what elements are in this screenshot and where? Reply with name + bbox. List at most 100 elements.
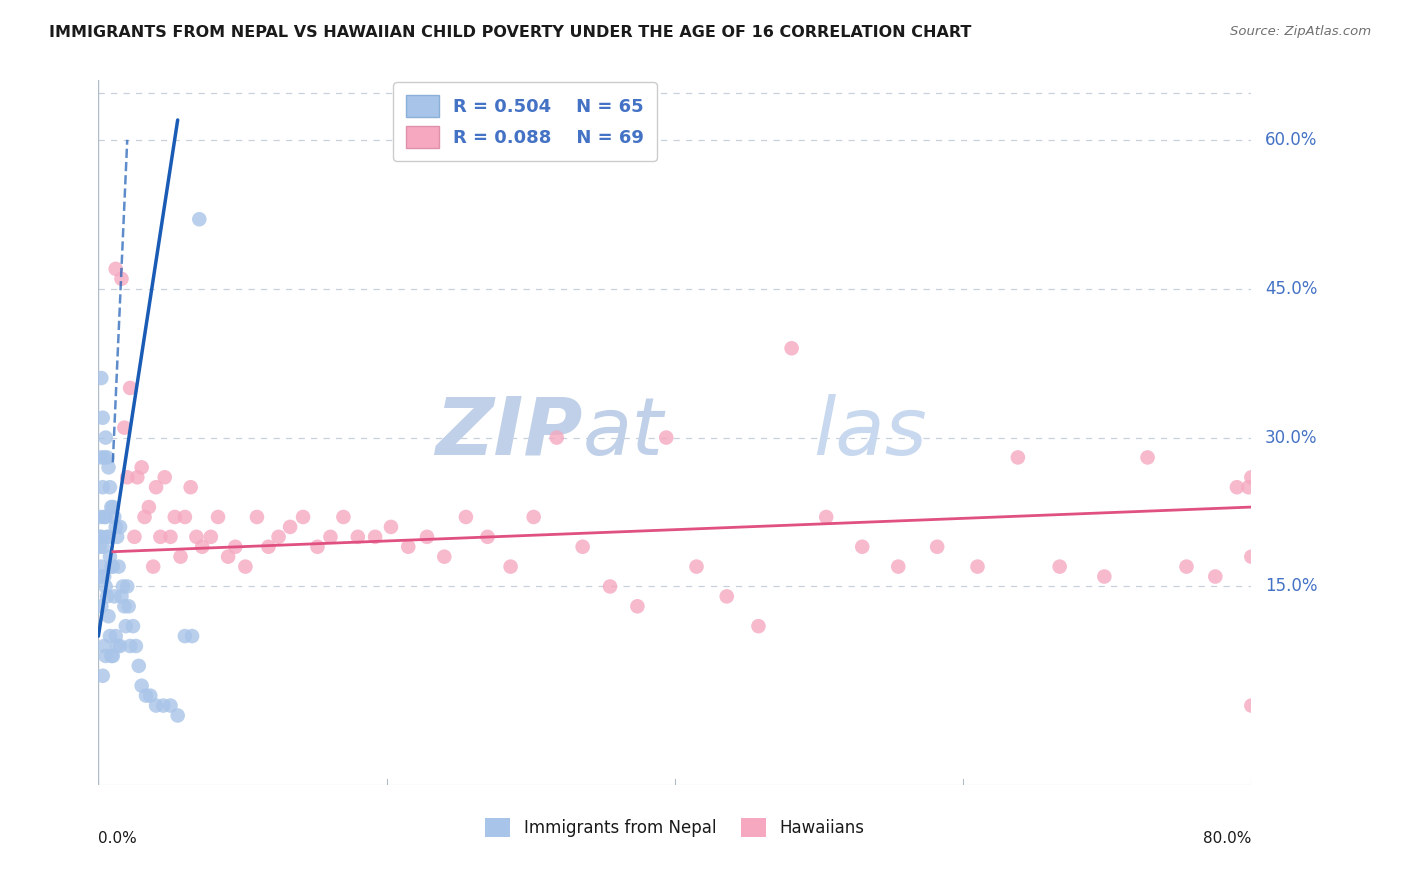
- Point: [98, 629, 121, 643]
- Point: [104, 629, 127, 643]
- Point: [94, 510, 117, 524]
- Point: [120, 381, 142, 395]
- Point: [267, 530, 290, 544]
- Point: [138, 500, 160, 514]
- Point: [523, 510, 546, 524]
- Point: [200, 530, 222, 544]
- Point: [1204, 569, 1226, 583]
- Point: [94, 648, 117, 663]
- Point: [131, 679, 153, 693]
- Point: [108, 639, 131, 653]
- Point: [114, 619, 136, 633]
- Point: [571, 540, 593, 554]
- Point: [145, 698, 167, 713]
- Point: [107, 559, 129, 574]
- Point: [97, 609, 120, 624]
- Point: [104, 261, 127, 276]
- Point: [90, 559, 112, 574]
- Point: [105, 530, 128, 544]
- Point: [98, 549, 121, 564]
- Text: Source: ZipAtlas.com: Source: ZipAtlas.com: [1230, 25, 1371, 38]
- Point: [139, 689, 162, 703]
- Point: [174, 510, 197, 524]
- Point: [149, 530, 172, 544]
- Legend: Immigrants from Nepal, Hawaiians: Immigrants from Nepal, Hawaiians: [478, 811, 872, 844]
- Text: 0.0%: 0.0%: [98, 830, 138, 846]
- Point: [120, 639, 142, 653]
- Point: [112, 420, 135, 434]
- Point: [100, 500, 122, 514]
- Point: [217, 549, 239, 564]
- Point: [134, 510, 156, 524]
- Point: [128, 658, 150, 673]
- Point: [278, 520, 301, 534]
- Point: [1240, 470, 1263, 484]
- Point: [111, 579, 134, 593]
- Point: [364, 530, 387, 544]
- Point: [93, 450, 115, 465]
- Point: [396, 540, 419, 554]
- Point: [96, 450, 118, 465]
- Point: [98, 480, 121, 494]
- Point: [235, 559, 257, 574]
- Point: [101, 500, 124, 514]
- Point: [188, 212, 211, 227]
- Point: [499, 559, 522, 574]
- Point: [142, 559, 165, 574]
- Point: [655, 431, 678, 445]
- Point: [780, 341, 803, 355]
- Point: [163, 510, 186, 524]
- Point: [180, 480, 202, 494]
- Point: [90, 371, 112, 385]
- Point: [91, 669, 114, 683]
- Point: [97, 460, 120, 475]
- Point: [1175, 559, 1198, 574]
- Point: [101, 559, 124, 574]
- Point: [887, 559, 910, 574]
- Point: [89, 510, 111, 524]
- Point: [96, 530, 118, 544]
- Point: [716, 590, 738, 604]
- Point: [94, 431, 117, 445]
- Point: [110, 590, 132, 604]
- Point: [174, 629, 197, 643]
- Point: [454, 510, 477, 524]
- Point: [346, 530, 368, 544]
- Text: 45.0%: 45.0%: [1265, 280, 1317, 298]
- Text: ZIP: ZIP: [436, 393, 582, 472]
- Point: [1136, 450, 1159, 465]
- Point: [546, 431, 568, 445]
- Point: [159, 698, 181, 713]
- Point: [93, 510, 115, 524]
- Point: [89, 540, 111, 554]
- Point: [110, 272, 132, 286]
- Text: IMMIGRANTS FROM NEPAL VS HAWAIIAN CHILD POVERTY UNDER THE AGE OF 16 CORRELATION : IMMIGRANTS FROM NEPAL VS HAWAIIAN CHILD …: [49, 25, 972, 40]
- Point: [117, 470, 139, 484]
- Point: [747, 619, 769, 633]
- Point: [90, 530, 112, 544]
- Point: [89, 530, 111, 544]
- Text: 80.0%: 80.0%: [1204, 830, 1251, 846]
- Point: [117, 579, 139, 593]
- Point: [135, 689, 157, 703]
- Text: 60.0%: 60.0%: [1265, 131, 1317, 149]
- Point: [292, 510, 315, 524]
- Point: [927, 540, 949, 554]
- Point: [433, 549, 456, 564]
- Point: [125, 639, 148, 653]
- Point: [477, 530, 499, 544]
- Point: [145, 480, 167, 494]
- Point: [91, 540, 114, 554]
- Point: [181, 629, 204, 643]
- Point: [169, 549, 191, 564]
- Point: [257, 540, 280, 554]
- Point: [191, 540, 214, 554]
- Point: [103, 510, 125, 524]
- Point: [112, 599, 135, 614]
- Point: [1092, 569, 1115, 583]
- Point: [100, 648, 122, 663]
- Point: [127, 470, 149, 484]
- Point: [1049, 559, 1071, 574]
- Point: [166, 708, 188, 723]
- Text: at: at: [582, 393, 664, 472]
